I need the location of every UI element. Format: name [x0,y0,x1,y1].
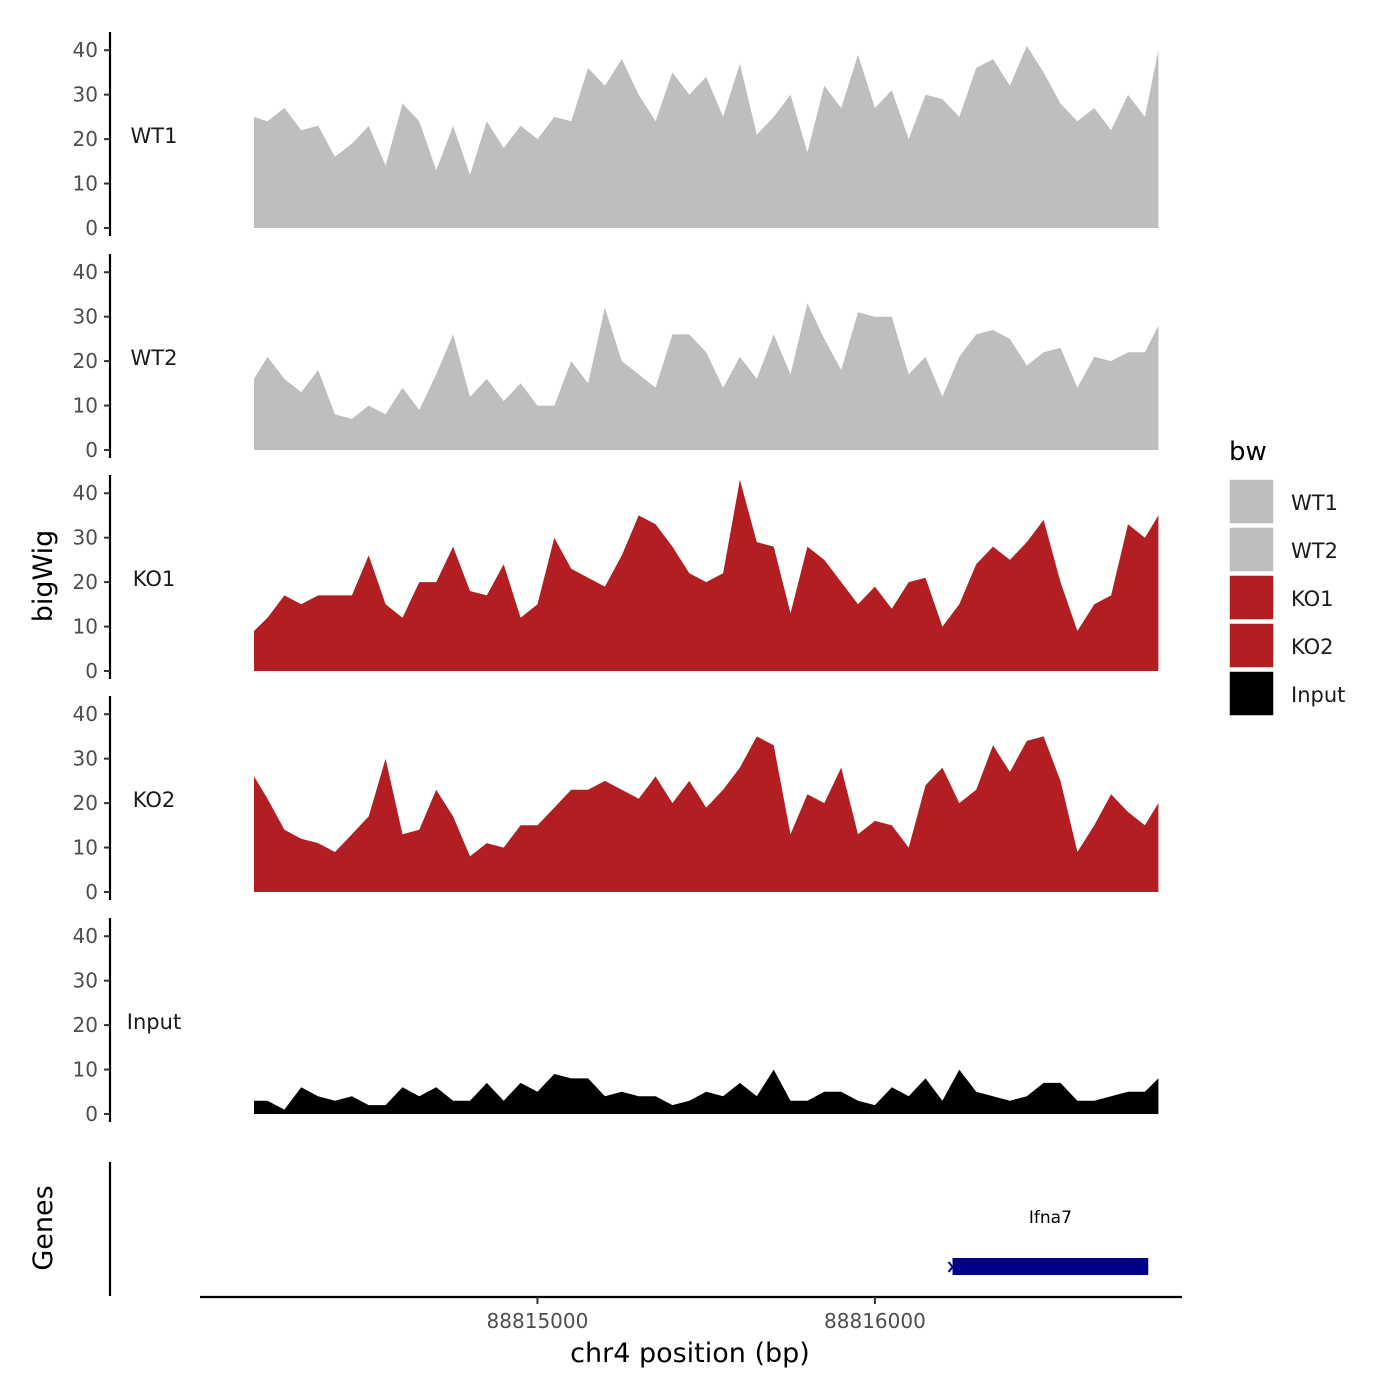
legend-label-wt2: WT2 [1291,539,1338,563]
genes-panel: Ifna7 [108,1162,1149,1296]
track-label-wt1: WT1 [131,124,178,148]
track-input: 0 10 20 30 40 Input [73,918,1159,1126]
y-tick-label: 40 [73,260,98,284]
y-tick-label: 10 [73,836,98,860]
x-tick-label: 88815000 [487,1309,589,1333]
y-tick-label: 30 [73,747,98,771]
y-tick-label: 30 [73,526,98,550]
y-tick-label: 40 [73,38,98,62]
y-tick-label: 20 [73,570,98,594]
y-tick-label: 20 [73,791,98,815]
y-tick-label: 30 [73,305,98,329]
y-tick-label: 0 [85,659,98,683]
signal-area-input [254,1069,1159,1114]
track-label-ko2: KO2 [133,788,176,812]
gene-strand-arrow [947,1261,954,1273]
y-tick-label: 40 [73,702,98,726]
y-tick-label: 40 [73,481,98,505]
y-tick-label: 30 [73,83,98,107]
genes-axis-title: Genes [28,1185,59,1270]
track-wt2: 0 10 20 30 40 WT2 [73,254,1159,462]
y-tick-label: 10 [73,615,98,639]
track-label-wt2: WT2 [131,346,178,370]
legend-key-ko2 [1228,622,1275,669]
gene-body-ifna7 [952,1258,1149,1275]
y-tick-label: 10 [73,394,98,418]
y-tick-label: 10 [73,1058,98,1082]
gene-ifna7: Ifna7 [947,1208,1149,1275]
legend-title: bw [1229,437,1267,467]
signal-tracks: 0 10 20 30 40 WT1 0 10 20 30 40 WT2 0 10 20 30 40 KO1 0 10 2… [73,32,1159,1126]
y-tick-label: 10 [73,172,98,196]
gene-name-label: Ifna7 [1029,1208,1072,1228]
legend-label-ko2: KO2 [1291,635,1334,659]
signal-area-ko1 [254,479,1159,671]
legend-key-input [1228,670,1275,717]
track-wt1: 0 10 20 30 40 WT1 [73,32,1159,240]
signal-area-ko2 [254,736,1159,892]
signal-area-wt2 [254,303,1159,450]
y-tick-label: 40 [73,924,98,948]
y-tick-label: 20 [73,1013,98,1037]
track-ko2: 0 10 20 30 40 KO2 [73,696,1159,904]
legend: WT1 WT2 KO1 KO2 Input [1228,478,1345,717]
legend-key-wt2 [1228,526,1275,573]
y-axis-title: bigWig [28,530,59,623]
y-tick-label: 0 [85,1102,98,1126]
y-tick-label: 0 [85,880,98,904]
legend-key-wt1 [1228,478,1275,525]
signal-area-wt1 [254,45,1159,228]
x-tick-label: 88816000 [824,1309,926,1333]
legend-label-ko1: KO1 [1291,587,1334,611]
track-label-input: Input [127,1010,181,1034]
x-axis-title: chr4 position (bp) [570,1338,810,1369]
y-tick-label: 0 [85,438,98,462]
track-label-ko1: KO1 [133,567,176,591]
legend-key-ko1 [1228,574,1275,621]
y-tick-label: 30 [73,969,98,993]
track-ko1: 0 10 20 30 40 KO1 [73,475,1159,683]
y-tick-label: 20 [73,127,98,151]
legend-label-input: Input [1291,683,1345,707]
y-tick-label: 20 [73,349,98,373]
x-axis: 88815000 88816000 [200,1295,1182,1333]
y-tick-label: 0 [85,216,98,240]
legend-label-wt1: WT1 [1291,491,1338,515]
